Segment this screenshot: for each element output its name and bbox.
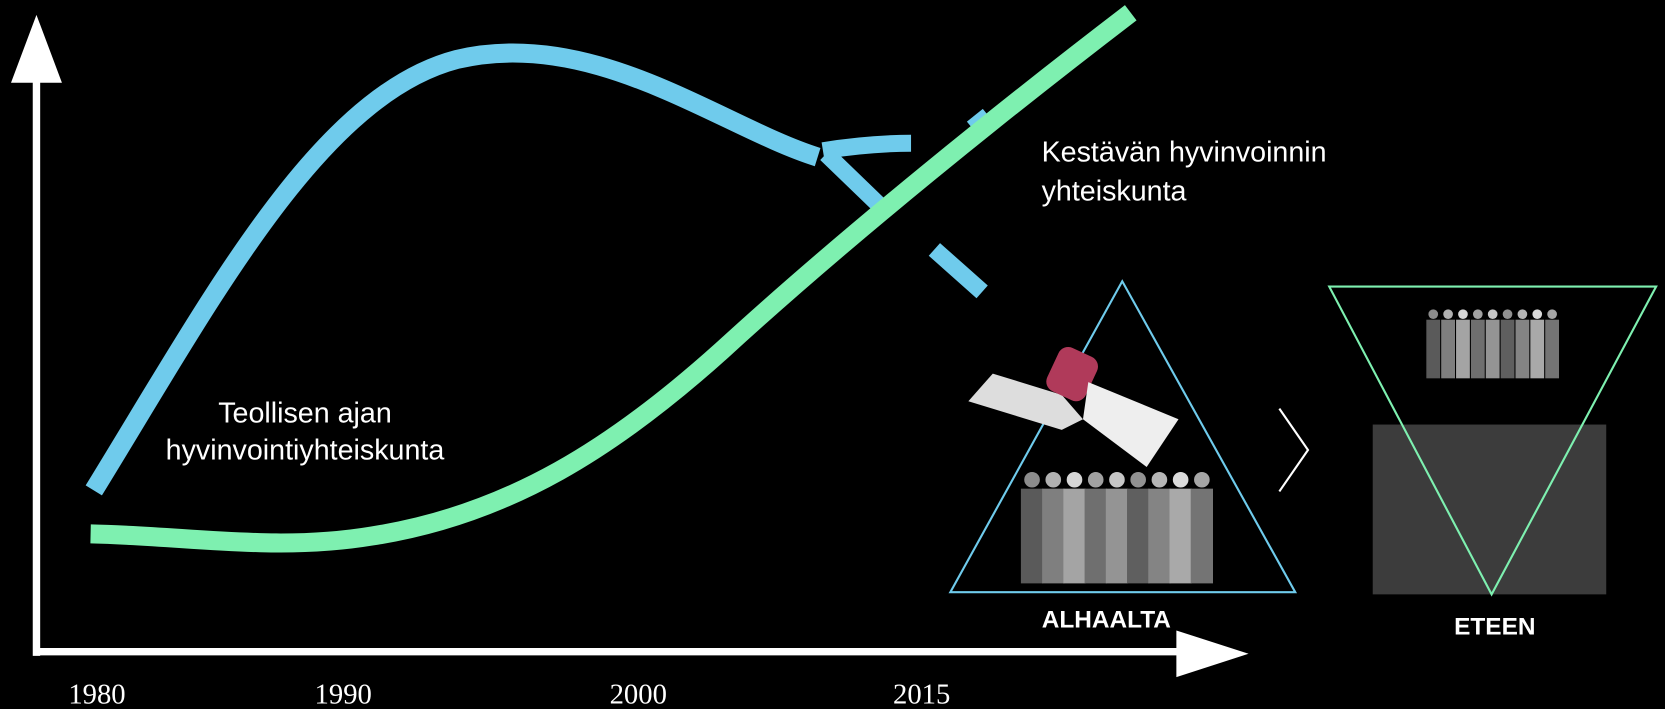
x-tick-label: 1990 [315,679,372,709]
person [1441,320,1455,379]
person [1042,489,1064,584]
person [1045,472,1061,488]
person [1085,489,1107,584]
triangle-label: ALHAALTA [1042,606,1171,633]
x-tick-label: 2000 [610,679,667,709]
person [1130,472,1146,488]
person [1088,472,1104,488]
person [1152,472,1168,488]
person [1148,489,1170,584]
branch-up [823,143,911,150]
person [1456,320,1470,379]
person [1169,489,1191,584]
sustainable-label: yhteiskunta [1042,176,1187,208]
person [1426,320,1440,379]
person [1443,309,1453,319]
photo [1373,425,1607,595]
person [1024,472,1040,488]
person [1021,489,1043,584]
person [1547,309,1557,319]
person [1486,320,1500,379]
person [1067,472,1083,488]
person [1194,472,1210,488]
industrial-label: hyvinvointiyhteiskunta [166,435,445,467]
sustainable-label: Kestävän hyvinvoinnin [1042,136,1327,168]
person [1532,309,1542,319]
person [1503,309,1513,319]
person [1458,309,1468,319]
person [1488,309,1498,319]
x-tick-label: 1980 [68,679,125,709]
slide: Teollisen ajan hyvinvointiyhteiskunta Ke… [0,0,1665,709]
person [1428,309,1438,319]
page: Teollisen ajan hyvinvointiyhteiskunta Ke… [0,0,1665,709]
person [1191,489,1213,584]
industrial-label: Teollisen ajan [218,397,392,429]
person [1173,472,1189,488]
people-group [1426,309,1559,378]
background [0,0,1664,709]
person [1109,472,1125,488]
person [1063,489,1085,584]
triangle-label: ETEEN [1454,614,1535,641]
person [1106,489,1128,584]
person [1545,320,1559,379]
x-tick-label: 2015 [893,679,950,709]
person [1515,320,1529,379]
person [1127,489,1149,584]
person [1518,309,1528,319]
person [1471,320,1485,379]
person [1501,320,1515,379]
person [1473,309,1483,319]
person [1530,320,1544,379]
people-group [1021,472,1213,583]
